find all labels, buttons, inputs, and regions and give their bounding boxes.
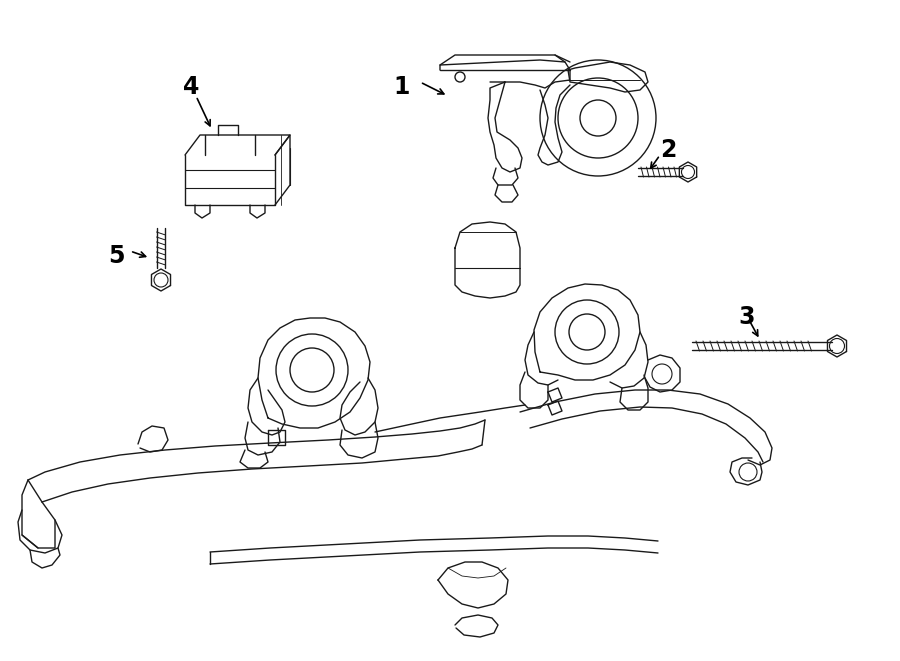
Text: 2: 2: [660, 138, 677, 162]
Text: 5: 5: [108, 244, 124, 268]
Text: 1: 1: [393, 75, 410, 99]
Text: 3: 3: [738, 305, 754, 329]
Text: 4: 4: [183, 75, 200, 99]
